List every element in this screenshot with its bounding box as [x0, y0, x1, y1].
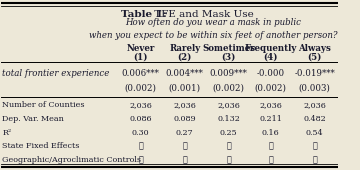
- Text: TFE and Mask Use: TFE and Mask Use: [151, 10, 254, 19]
- Text: -0.000: -0.000: [257, 69, 285, 78]
- Text: 0.482: 0.482: [303, 115, 326, 123]
- Text: ✓: ✓: [226, 156, 231, 164]
- Text: ✓: ✓: [138, 156, 143, 164]
- Text: ✓: ✓: [182, 142, 187, 150]
- Text: (0.003): (0.003): [299, 83, 330, 92]
- Text: 2,036: 2,036: [217, 101, 240, 109]
- Text: 0.30: 0.30: [132, 129, 150, 137]
- Text: (0.002): (0.002): [125, 83, 157, 92]
- Text: ✓: ✓: [138, 142, 143, 150]
- Text: (1): (1): [134, 53, 148, 62]
- Text: Always: Always: [298, 44, 331, 53]
- Text: ✓: ✓: [182, 156, 187, 164]
- Text: Geographic/Agroclimatic Controls: Geographic/Agroclimatic Controls: [3, 156, 141, 164]
- Text: Sometimes: Sometimes: [202, 44, 255, 53]
- Text: 0.25: 0.25: [220, 129, 237, 137]
- Text: ✓: ✓: [269, 142, 273, 150]
- Text: How often do you wear a mask in public: How often do you wear a mask in public: [125, 18, 301, 27]
- Text: ✓: ✓: [312, 142, 317, 150]
- Text: State Fixed Effects: State Fixed Effects: [3, 142, 80, 150]
- Text: (0.002): (0.002): [255, 83, 287, 92]
- Text: Never: Never: [127, 44, 155, 53]
- Text: total frontier experience: total frontier experience: [3, 69, 110, 78]
- Text: 0.086: 0.086: [130, 115, 152, 123]
- Text: 0.54: 0.54: [306, 129, 324, 137]
- Text: Frequently: Frequently: [244, 44, 297, 53]
- Text: 0.16: 0.16: [262, 129, 280, 137]
- Text: (4): (4): [264, 53, 278, 62]
- Text: 0.089: 0.089: [174, 115, 196, 123]
- Text: when you expect to be within six feet of another person?: when you expect to be within six feet of…: [89, 31, 338, 40]
- Text: R²: R²: [3, 129, 12, 137]
- Text: Number of Counties: Number of Counties: [3, 101, 85, 109]
- Text: 0.004***: 0.004***: [166, 69, 204, 78]
- Text: ✓: ✓: [269, 156, 273, 164]
- Text: Dep. Var. Mean: Dep. Var. Mean: [3, 115, 64, 123]
- Text: 2,036: 2,036: [259, 101, 282, 109]
- Text: Table 1:: Table 1:: [121, 10, 166, 19]
- Text: (3): (3): [221, 53, 236, 62]
- Text: 0.27: 0.27: [176, 129, 193, 137]
- Text: ✓: ✓: [226, 142, 231, 150]
- Text: 0.211: 0.211: [259, 115, 282, 123]
- Text: (5): (5): [307, 53, 322, 62]
- Text: 2,036: 2,036: [129, 101, 152, 109]
- Text: (0.002): (0.002): [212, 83, 244, 92]
- Text: (0.001): (0.001): [168, 83, 201, 92]
- Text: 0.132: 0.132: [217, 115, 240, 123]
- Text: ✓: ✓: [312, 156, 317, 164]
- Text: Rarely: Rarely: [169, 44, 200, 53]
- Text: 2,036: 2,036: [173, 101, 196, 109]
- Text: (2): (2): [177, 53, 192, 62]
- Text: 0.009***: 0.009***: [210, 69, 248, 78]
- Text: 2,036: 2,036: [303, 101, 326, 109]
- Text: 0.006***: 0.006***: [122, 69, 160, 78]
- Text: -0.019***: -0.019***: [294, 69, 335, 78]
